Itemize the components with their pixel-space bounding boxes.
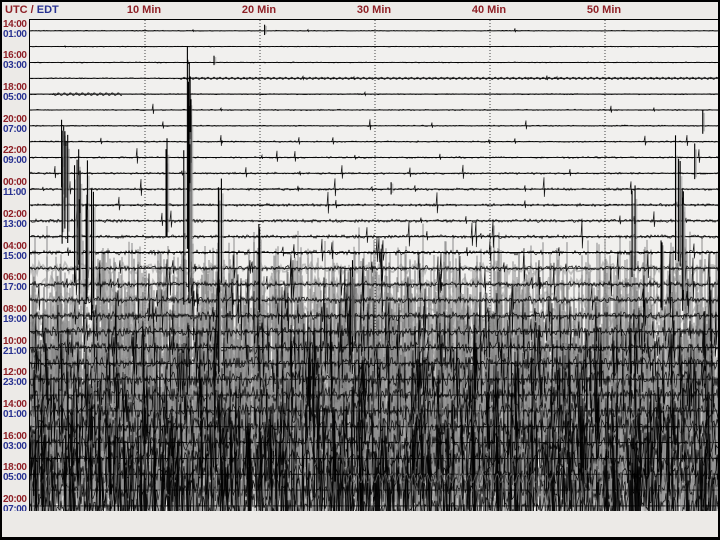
utc-hour-label: 12:00 — [3, 367, 27, 379]
hour-label-pair: 06:00 17:00 — [3, 273, 29, 293]
edt-hour-label: 01:00 — [3, 28, 27, 40]
minute-tick-label: 20 Min — [241, 4, 277, 16]
utc-hour-label: 02:00 — [3, 208, 27, 220]
utc-hour-label: 20:00 — [3, 113, 27, 125]
edt-hour-label: 07:00 — [3, 503, 27, 515]
timezone-legend: UTC / EDT — [5, 4, 59, 16]
utc-hour-label: 16:00 — [3, 50, 27, 62]
hour-label-pair: 00:00 11:00 — [3, 178, 29, 198]
hour-label-pair: 02:00 13:00 — [3, 208, 29, 230]
edt-hour-label: 07:00 — [3, 123, 27, 135]
edt-hour-label: 03:00 — [3, 440, 27, 452]
edt-zone-label: EDT — [36, 4, 59, 16]
minute-tick-label: 10 Min — [126, 4, 162, 16]
utc-zone-label: UTC — [5, 4, 28, 16]
utc-hour-label: 10:00 — [3, 335, 27, 347]
hour-label-pair: 18:00 05:00 — [3, 463, 29, 483]
hour-label-pair: 04:00 15:00 — [3, 240, 29, 262]
utc-hour-label: 14:00 — [3, 18, 27, 30]
edt-hour-label: 05:00 — [3, 472, 27, 484]
minute-tick-label: 40 Min — [471, 4, 507, 16]
edt-hour-label: 13:00 — [3, 218, 27, 230]
hour-label-pair: 16:00 03:00 — [3, 430, 29, 452]
hour-label-pair: 08:00 19:00 — [3, 303, 29, 325]
seismogram-traces — [30, 20, 718, 511]
edt-hour-label: 19:00 — [3, 313, 27, 325]
utc-hour-label: 16:00 — [3, 430, 27, 442]
edt-hour-label: 11:00 — [3, 187, 27, 199]
utc-hour-label: 00:00 — [3, 177, 27, 189]
utc-hour-label: 04:00 — [3, 240, 27, 252]
utc-hour-label: 22:00 — [3, 145, 27, 157]
utc-hour-label: 06:00 — [3, 272, 27, 284]
utc-hour-label: 14:00 — [3, 398, 27, 410]
status-bar: Maximum Velocity: 26.3325um at 12/08 15:… — [2, 511, 718, 537]
utc-hour-label: 08:00 — [3, 303, 27, 315]
hour-label-pair: 20:00 07:00 — [3, 113, 29, 135]
edt-hour-label: 15:00 — [3, 250, 27, 262]
edt-hour-label: 21:00 — [3, 345, 27, 357]
hour-label-pair: 18:00 05:00 — [3, 83, 29, 103]
minute-tick-label: 50 Min — [586, 4, 622, 16]
hour-label-pair: 22:00 09:00 — [3, 146, 29, 166]
timezone-separator: / — [27, 4, 37, 16]
hour-label-pair: 16:00 03:00 — [3, 51, 29, 71]
time-axis-header: UTC / EDT 10 Min 20 Min 30 Min 40 Min 50 Min — [2, 2, 718, 19]
hour-label-gutter: 14:00 01:00 16:00 03:00 18:00 05:00 20:00 07:00… — [2, 18, 29, 514]
utc-hour-label: 18:00 — [3, 82, 27, 94]
edt-hour-label: 03:00 — [3, 60, 27, 72]
edt-hour-label: 17:00 — [3, 282, 27, 294]
hour-label-pair: 14:00 01:00 — [3, 398, 29, 420]
hour-label-pair: 20:00 07:00 — [3, 493, 29, 515]
seismogram-plot-area[interactable] — [29, 19, 718, 512]
edt-hour-label: 01:00 — [3, 408, 27, 420]
edt-hour-label: 23:00 — [3, 377, 27, 389]
edt-hour-label: 09:00 — [3, 155, 27, 167]
utc-hour-label: 18:00 — [3, 462, 27, 474]
hour-label-pair: 10:00 21:00 — [3, 335, 29, 357]
hour-label-pair: 14:00 01:00 — [3, 18, 29, 40]
utc-hour-label: 20:00 — [3, 493, 27, 505]
edt-hour-label: 05:00 — [3, 92, 27, 104]
minute-tick-label: 30 Min — [356, 4, 392, 16]
hour-label-pair: 12:00 23:00 — [3, 368, 29, 388]
